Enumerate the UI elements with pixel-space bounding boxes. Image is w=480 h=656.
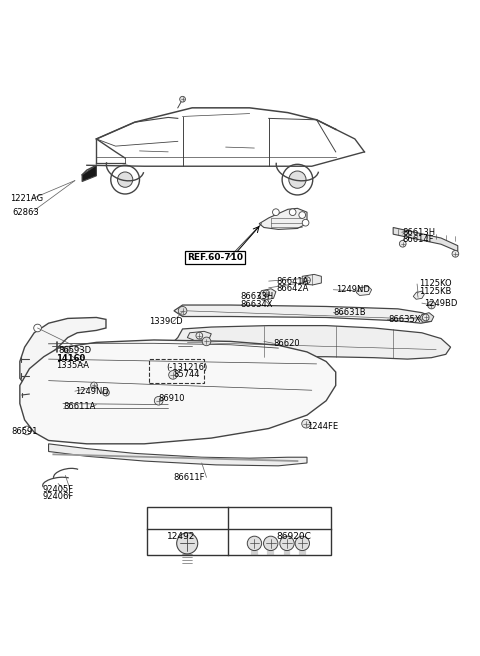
Bar xyxy=(147,508,331,556)
Circle shape xyxy=(103,389,109,396)
Circle shape xyxy=(428,301,435,309)
Text: 86635X: 86635X xyxy=(388,315,421,324)
Circle shape xyxy=(295,536,310,550)
Text: 86614F: 86614F xyxy=(403,235,434,244)
Circle shape xyxy=(168,371,177,379)
Circle shape xyxy=(202,337,211,346)
Polygon shape xyxy=(258,289,276,300)
Polygon shape xyxy=(302,274,322,285)
Text: 86611A: 86611A xyxy=(63,403,96,411)
Circle shape xyxy=(111,165,140,194)
Text: 92405F: 92405F xyxy=(43,485,74,494)
Text: 86634X: 86634X xyxy=(240,300,273,308)
Circle shape xyxy=(302,219,309,226)
Text: 86910: 86910 xyxy=(158,394,185,403)
Text: (-131216): (-131216) xyxy=(166,363,207,372)
Text: 14160: 14160 xyxy=(56,354,85,363)
Circle shape xyxy=(452,251,459,257)
Text: 86641A: 86641A xyxy=(276,277,308,285)
Polygon shape xyxy=(48,444,307,466)
Circle shape xyxy=(399,240,406,247)
Circle shape xyxy=(180,96,185,102)
Circle shape xyxy=(273,209,279,216)
Circle shape xyxy=(63,346,70,353)
Text: 1249ND: 1249ND xyxy=(75,386,109,396)
Text: 86631B: 86631B xyxy=(333,308,366,318)
Text: REF.60-710: REF.60-710 xyxy=(187,253,243,262)
Circle shape xyxy=(196,333,203,339)
Circle shape xyxy=(302,419,311,428)
Circle shape xyxy=(34,324,41,332)
Text: 85744: 85744 xyxy=(173,370,200,379)
Circle shape xyxy=(282,164,313,195)
Text: 62863: 62863 xyxy=(12,208,39,216)
Text: 86593D: 86593D xyxy=(58,346,91,356)
Polygon shape xyxy=(82,165,96,182)
Circle shape xyxy=(289,209,296,216)
Circle shape xyxy=(155,396,163,405)
Circle shape xyxy=(304,277,311,283)
Polygon shape xyxy=(420,313,434,322)
Polygon shape xyxy=(20,318,106,395)
Circle shape xyxy=(118,172,133,188)
Text: 12492: 12492 xyxy=(167,532,196,541)
Circle shape xyxy=(299,212,306,218)
Polygon shape xyxy=(413,291,424,299)
Text: 86642A: 86642A xyxy=(276,284,308,293)
Polygon shape xyxy=(174,305,432,323)
Polygon shape xyxy=(168,325,451,359)
Polygon shape xyxy=(393,228,458,251)
Text: 1244FE: 1244FE xyxy=(307,422,338,430)
Text: 92406F: 92406F xyxy=(43,492,74,501)
Text: 1125KB: 1125KB xyxy=(420,287,452,296)
Polygon shape xyxy=(356,287,372,295)
Circle shape xyxy=(23,426,31,435)
Polygon shape xyxy=(259,209,307,230)
Circle shape xyxy=(289,171,306,188)
Circle shape xyxy=(264,536,278,550)
Circle shape xyxy=(91,382,97,389)
Polygon shape xyxy=(20,340,336,444)
Circle shape xyxy=(178,306,187,315)
Bar xyxy=(149,359,204,383)
Text: 86920C: 86920C xyxy=(276,532,311,541)
Circle shape xyxy=(247,536,262,550)
Text: 86613H: 86613H xyxy=(403,228,436,237)
Text: 1221AG: 1221AG xyxy=(10,194,43,203)
Text: 86620: 86620 xyxy=(274,338,300,348)
Circle shape xyxy=(280,536,294,550)
Text: 1339CD: 1339CD xyxy=(149,318,183,326)
Text: 86633H: 86633H xyxy=(240,293,273,301)
Text: 86611F: 86611F xyxy=(173,473,204,482)
Text: 1335AA: 1335AA xyxy=(56,361,89,370)
Circle shape xyxy=(263,290,270,297)
Text: 1249ND: 1249ND xyxy=(336,285,370,294)
Text: 86591: 86591 xyxy=(11,427,38,436)
Polygon shape xyxy=(187,331,211,340)
Circle shape xyxy=(422,314,429,321)
Text: 1249BD: 1249BD xyxy=(424,298,457,308)
Circle shape xyxy=(177,533,198,554)
Text: 1125KO: 1125KO xyxy=(420,279,452,289)
